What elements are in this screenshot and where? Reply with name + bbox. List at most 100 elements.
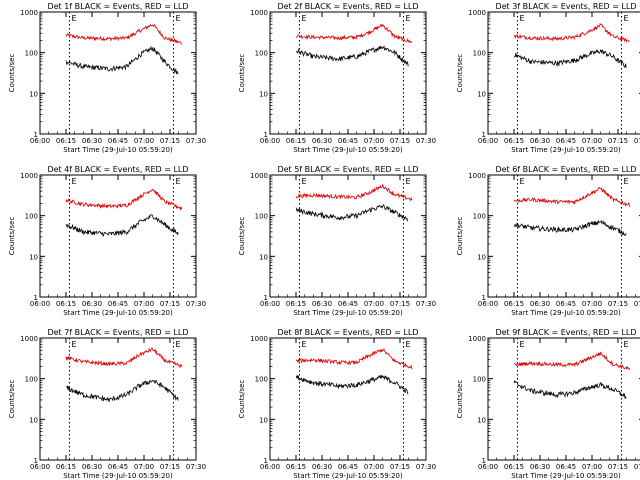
event-marker-label: E: [71, 177, 76, 186]
y-tick-label: 10: [259, 416, 268, 424]
x-tick-label: 06:15: [56, 463, 76, 471]
x-tick-label: 06:45: [108, 463, 128, 471]
lld-series-line: [65, 188, 183, 211]
y-tick-label: 100: [473, 376, 486, 384]
x-tick-label: 06:15: [504, 300, 524, 308]
panel-title: Det 1f BLACK = Events, RED = LLD: [47, 2, 188, 11]
y-tick-label: 1: [264, 131, 268, 139]
events-series-line: [513, 220, 627, 237]
lld-series-line: [295, 348, 413, 370]
y-tick-label: 1: [482, 131, 486, 139]
x-tick-label: 07:15: [390, 463, 410, 471]
x-tick-label: 07:00: [582, 300, 602, 308]
x-tick-label: 06:30: [530, 137, 550, 145]
events-series-line: [65, 45, 179, 75]
event-marker-label: E: [301, 14, 306, 23]
event-marker-label: E: [519, 177, 524, 186]
x-axis-label: Start Time (29-Jul-10 05:59:20): [293, 309, 403, 317]
y-tick-label: 1: [34, 457, 38, 465]
y-tick-label: 10: [477, 416, 486, 424]
x-axis-label: Start Time (29-Jul-10 05:59:20): [63, 472, 173, 480]
plot-frame: [487, 337, 640, 461]
x-axis-label: Start Time (29-Jul-10 05:59:20): [511, 146, 621, 154]
x-tick-label: 07:30: [186, 463, 206, 471]
x-tick-label: 06:45: [338, 300, 358, 308]
y-tick-label: 1000: [250, 172, 268, 180]
y-tick-label: 1000: [20, 335, 38, 343]
x-tick-label: 06:45: [338, 137, 358, 145]
event-marker-label: E: [623, 340, 628, 349]
x-tick-label: 07:15: [608, 137, 628, 145]
x-tick-label: 06:30: [312, 137, 332, 145]
x-tick-label: 06:15: [286, 463, 306, 471]
x-tick-label: 06:45: [108, 300, 128, 308]
y-tick-label: 10: [477, 253, 486, 261]
x-tick-label: 07:15: [160, 300, 180, 308]
x-axis-label: Start Time (29-Jul-10 05:59:20): [293, 472, 403, 480]
y-tick-label: 1000: [468, 9, 486, 17]
y-tick-label: 1000: [468, 172, 486, 180]
x-tick-label: 06:00: [260, 463, 280, 471]
events-series-line: [295, 374, 409, 395]
x-tick-label: 07:00: [364, 463, 384, 471]
y-axis-label: Counts/sec: [8, 54, 16, 93]
x-axis-label: Start Time (29-Jul-10 05:59:20): [293, 146, 403, 154]
x-tick-label: 07:30: [416, 463, 436, 471]
lld-series-line: [513, 187, 631, 208]
x-tick-label: 07:15: [608, 300, 628, 308]
x-tick-label: 06:45: [556, 137, 576, 145]
events-series-line: [65, 214, 179, 237]
y-tick-label: 10: [29, 253, 38, 261]
x-tick-label: 06:30: [312, 463, 332, 471]
event-marker-label: E: [405, 340, 410, 349]
x-tick-label: 06:00: [30, 463, 50, 471]
y-tick-label: 1: [34, 294, 38, 302]
events-series-line: [295, 203, 409, 222]
detector-panel: Det 4f BLACK = Events, RED = LLD 1 10 100 10…: [8, 165, 206, 317]
event-marker-label: E: [405, 14, 410, 23]
events-series-line: [513, 380, 627, 400]
x-tick-label: 06:15: [56, 137, 76, 145]
x-tick-label: 06:00: [260, 137, 280, 145]
x-tick-label: 07:00: [134, 137, 154, 145]
event-marker-label: E: [405, 177, 410, 186]
x-tick-label: 06:15: [504, 137, 524, 145]
x-tick-label: 06:45: [556, 463, 576, 471]
detector-panel: Det 9f BLACK = Events, RED = LLD 1 10 100 10…: [456, 328, 640, 480]
y-axis-label: Counts/sec: [8, 217, 16, 256]
event-marker-label: E: [71, 14, 76, 23]
x-tick-label: 07:00: [582, 137, 602, 145]
y-tick-label: 1: [264, 457, 268, 465]
x-tick-label: 06:30: [530, 463, 550, 471]
detector-panel: Det 5f BLACK = Events, RED = LLD 1 10 100 10…: [238, 165, 436, 317]
lld-series-line: [65, 23, 183, 45]
x-tick-label: 06:30: [82, 137, 102, 145]
y-axis-label: Counts/sec: [238, 217, 246, 256]
x-tick-label: 06:30: [312, 300, 332, 308]
event-marker-label: E: [175, 14, 180, 23]
panel-title: Det 3f BLACK = Events, RED = LLD: [495, 2, 636, 11]
y-tick-label: 1: [34, 131, 38, 139]
x-tick-label: 07:15: [390, 137, 410, 145]
panel-title: Det 8f BLACK = Events, RED = LLD: [277, 328, 418, 337]
event-marker-label: E: [519, 340, 524, 349]
lld-series-line: [513, 23, 630, 44]
y-tick-label: 100: [473, 50, 486, 58]
x-tick-label: 07:30: [416, 300, 436, 308]
x-axis-label: Start Time (29-Jul-10 05:59:20): [63, 309, 173, 317]
panel-title: Det 9f BLACK = Events, RED = LLD: [495, 328, 636, 337]
y-tick-label: 1000: [250, 335, 268, 343]
panel-title: Det 2f BLACK = Events, RED = LLD: [277, 2, 418, 11]
event-marker-label: E: [301, 177, 306, 186]
event-marker-label: E: [623, 177, 628, 186]
plot-frame: [39, 11, 197, 135]
x-tick-label: 06:00: [478, 137, 498, 145]
x-tick-label: 07:00: [134, 463, 154, 471]
y-tick-label: 1000: [20, 9, 38, 17]
x-tick-label: 07:30: [634, 463, 640, 471]
panel-title: Det 7f BLACK = Events, RED = LLD: [47, 328, 188, 337]
x-tick-label: 07:30: [634, 137, 640, 145]
x-tick-label: 06:30: [82, 300, 102, 308]
y-tick-label: 1000: [250, 9, 268, 17]
